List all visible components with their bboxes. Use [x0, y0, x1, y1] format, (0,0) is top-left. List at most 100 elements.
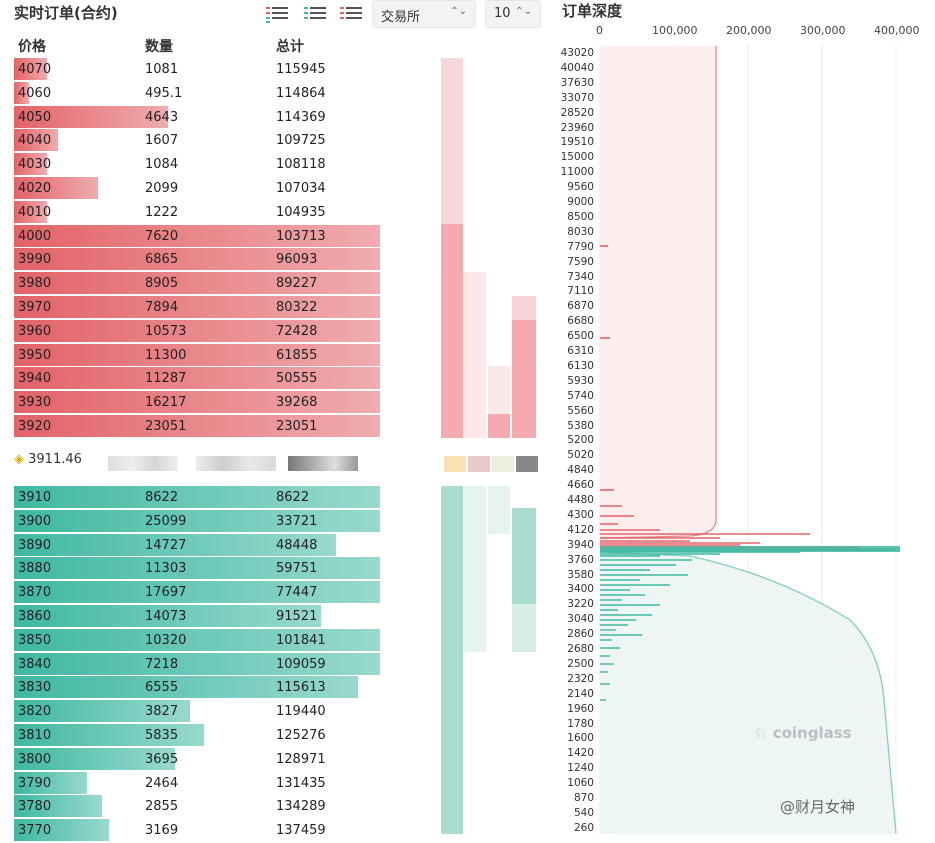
heatmap-cell: [512, 604, 536, 652]
ask-row[interactable]: 3920 23051 23051: [14, 415, 394, 439]
depth-y-tick: 5380: [567, 419, 594, 432]
ask-row[interactable]: 3930 16217 39268: [14, 391, 394, 415]
bid-row[interactable]: 3860 14073 91521: [14, 605, 394, 629]
depth-y-tick: 9000: [567, 196, 594, 208]
depth-y-tick: 23960: [560, 121, 594, 134]
ask-total: 80322: [276, 300, 318, 315]
depth-y-tick: 9560: [567, 181, 594, 194]
bid-row[interactable]: 3910 8622 8622: [14, 486, 394, 510]
bid-total: 33721: [276, 513, 318, 529]
ask-price: 3950: [18, 347, 52, 363]
depth-y-tick: 4300: [567, 508, 594, 521]
ask-qty: 4643: [145, 109, 179, 125]
bid-price: 3800: [18, 751, 52, 767]
view-both-icon[interactable]: [264, 4, 290, 24]
heatmap-cell: [468, 456, 490, 472]
bid-row[interactable]: 3840 7218 109059: [14, 652, 394, 677]
bid-volume-bar: [14, 747, 176, 770]
bid-qty: 14073: [145, 609, 187, 624]
ask-row[interactable]: 4030 1084 108118: [14, 153, 394, 177]
heatmap-cell: [444, 456, 466, 472]
ask-price: 4070: [18, 62, 52, 77]
heatmap-cell: [464, 272, 486, 438]
ask-qty: 8905: [145, 276, 179, 292]
bid-volume-bar: [14, 628, 380, 651]
ask-qty: 7620: [145, 228, 179, 244]
bid-qty: 2855: [145, 799, 179, 815]
heatmap-cell: [488, 486, 510, 534]
ask-row[interactable]: 4040 1607 109725: [14, 129, 394, 153]
bid-row[interactable]: 3830 6555 115613: [14, 676, 394, 700]
ask-volume-bar: [14, 367, 380, 390]
ask-volume-bar: [14, 129, 58, 152]
ask-volume-bar: [14, 105, 168, 128]
bid-row[interactable]: 3880 11303 59751: [14, 557, 394, 581]
ask-price: 3920: [18, 419, 52, 434]
depth-chart-title: 订单深度: [562, 2, 623, 20]
ask-row[interactable]: 3970 7894 80322: [14, 296, 394, 320]
column-price: 价格: [18, 39, 46, 55]
heatmap-cell: [512, 508, 536, 604]
bid-row[interactable]: 3810 5835 125276: [14, 724, 394, 748]
heatmap-cell: [488, 366, 510, 414]
depth-y-tick: 7340: [567, 270, 594, 283]
depth-y-tick: 7590: [567, 255, 594, 268]
depth-y-tick: 6680: [567, 315, 594, 328]
ask-total: 39268: [276, 395, 318, 411]
depth-y-tick: 11000: [560, 166, 594, 179]
ask-total: 61855: [276, 347, 318, 363]
ask-row[interactable]: 4060 495.1 114864: [14, 81, 394, 106]
depth-y-tick: 2140: [567, 687, 594, 700]
ask-row[interactable]: 3960 10573 72428: [14, 319, 394, 344]
view-bids-icon[interactable]: [302, 4, 328, 24]
ask-row[interactable]: 4050 4643 114369: [14, 105, 394, 130]
ask-row[interactable]: 3940 11287 50555: [14, 367, 394, 391]
ask-volume-bar: [14, 248, 380, 271]
heatmap-cell: [492, 456, 514, 472]
depth-y-tick: 2680: [567, 643, 594, 655]
depth-y-tick: 5200: [567, 434, 594, 447]
bid-total: 8622: [276, 490, 310, 505]
ask-price: 4000: [18, 228, 52, 244]
depth-y-tick: 3760: [567, 553, 594, 566]
ask-row[interactable]: 4070 1081 115945: [14, 58, 394, 82]
bid-row[interactable]: 3890 14727 48448: [14, 533, 394, 558]
ask-row[interactable]: 4000 7620 103713: [14, 224, 394, 249]
watermark-text: coinglass: [772, 724, 852, 742]
bid-row[interactable]: 3780 2855 134289: [14, 795, 394, 819]
bid-row[interactable]: 3800 3695 128971: [14, 747, 394, 772]
ask-row[interactable]: 3980 8905 89227: [14, 272, 394, 296]
depth-y-tick: 5930: [567, 374, 594, 387]
ask-volume-bar: [14, 343, 380, 366]
depth-y-tick: 2500: [567, 657, 594, 670]
ask-volume-bar: [14, 224, 380, 247]
bid-total: 119440: [276, 704, 326, 720]
bid-total: 115613: [276, 680, 326, 696]
ask-row[interactable]: 4010 1222 104935: [14, 200, 394, 225]
depth-count-select[interactable]: 10 ⌃⌄: [485, 0, 541, 28]
ask-price: 4050: [18, 109, 52, 125]
ask-qty: 16217: [145, 395, 187, 411]
ask-row[interactable]: 3990 6865 96093: [14, 248, 394, 272]
bid-total: 101841: [276, 632, 326, 648]
depth-y-tick: 6310: [567, 345, 594, 357]
depth-y-tick: 540: [573, 806, 594, 819]
bid-row[interactable]: 3870 17697 77447: [14, 581, 394, 605]
bid-total: 77447: [276, 585, 318, 601]
view-asks-icon[interactable]: [338, 4, 364, 24]
ask-row[interactable]: 4020 2099 107034: [14, 177, 394, 201]
bid-row[interactable]: 3820 3827 119440: [14, 700, 394, 724]
bid-price: 3860: [18, 609, 52, 624]
depth-x-tick: 400,000: [874, 24, 920, 37]
bid-row[interactable]: 3900 25099 33721: [14, 509, 394, 534]
bid-total: 134289: [276, 799, 326, 815]
bid-depth-area: [600, 552, 896, 834]
ask-row[interactable]: 3950 11300 61855: [14, 343, 394, 368]
bid-row[interactable]: 3850 10320 101841: [14, 628, 394, 653]
depth-y-tick: 1240: [567, 762, 594, 775]
bid-row[interactable]: 3790 2464 131435: [14, 771, 394, 796]
ask-price: 4020: [18, 181, 52, 196]
depth-y-tick: 1780: [567, 717, 594, 730]
exchange-select[interactable]: 交易所 ⌃⌄: [372, 0, 476, 28]
ask-price: 3940: [18, 371, 52, 387]
